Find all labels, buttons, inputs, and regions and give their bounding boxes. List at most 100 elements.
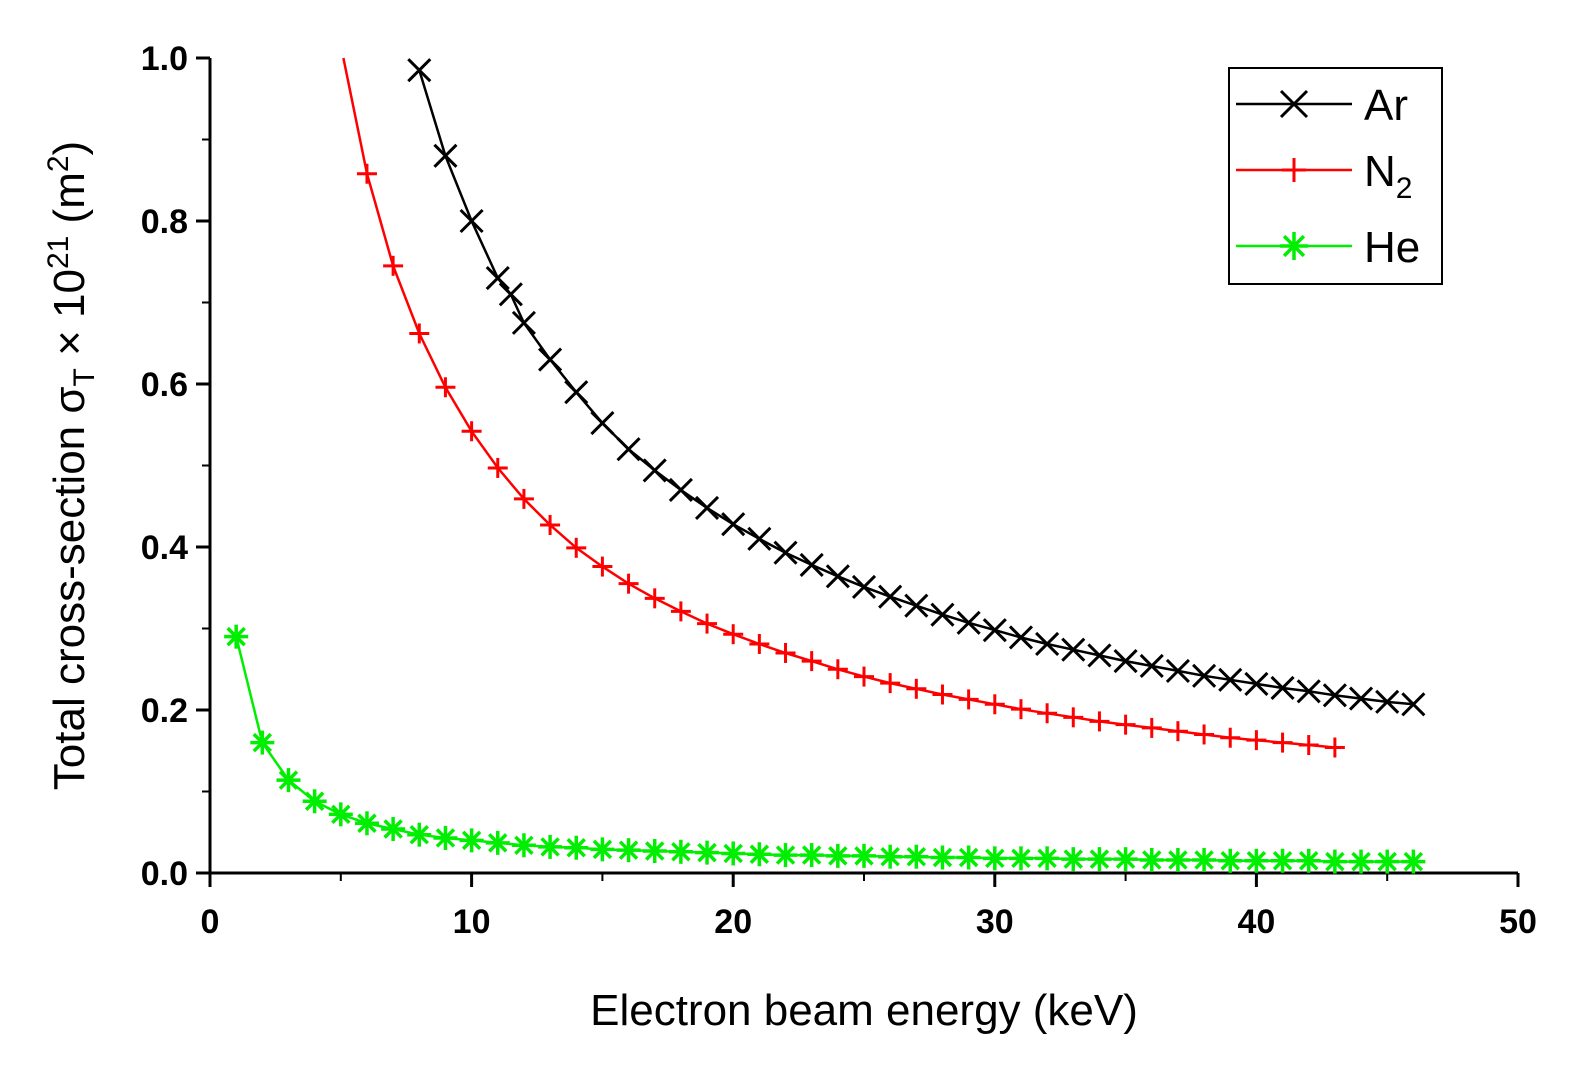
y-tick-label: 0.6 [141, 366, 188, 404]
data-point-ar [1165, 658, 1190, 683]
data-point-n [1115, 714, 1136, 735]
data-point-he [982, 846, 1007, 871]
data-point-he [616, 838, 641, 863]
y-tick-label: 0.2 [141, 692, 188, 730]
data-point-ar [904, 593, 929, 618]
series-he [224, 624, 1426, 874]
data-point-n [827, 659, 848, 680]
data-point-n [644, 588, 665, 609]
data-point-n [1246, 730, 1267, 751]
data-point-he [1008, 846, 1033, 871]
data-point-he [1349, 849, 1374, 874]
data-point-n [775, 642, 796, 663]
data-point-n [1063, 707, 1084, 728]
data-point-he [1375, 849, 1400, 874]
data-point-he [1087, 847, 1112, 872]
legend-label-he: He [1364, 223, 1420, 272]
data-point-he [485, 830, 510, 855]
data-point-n [932, 684, 953, 705]
legend-item-he: He [1236, 223, 1420, 272]
x-tick-label: 10 [453, 903, 491, 941]
data-point-he [799, 843, 824, 868]
data-point-ar [498, 282, 523, 307]
legend-label-n: N2 [1364, 147, 1412, 205]
data-point-n [749, 633, 770, 654]
data-point-ar [1348, 686, 1374, 711]
data-point-ar [538, 347, 563, 372]
data-point-n [1298, 735, 1319, 756]
legend-marker-ar [1279, 89, 1309, 119]
x-tick-label: 30 [976, 903, 1014, 941]
data-point-he [1218, 848, 1243, 873]
data-point-he [590, 837, 615, 862]
data-point-n [1010, 699, 1031, 720]
data-point-n [1272, 732, 1293, 753]
data-point-n [1324, 737, 1345, 758]
y-title-mid: × 10 [45, 269, 94, 368]
y-title-sub: T [68, 368, 101, 386]
data-point-he [695, 840, 720, 865]
data-point-ar [1061, 637, 1086, 662]
data-point-he [564, 835, 589, 860]
y-tick-label: 0.8 [141, 203, 188, 241]
data-point-he [433, 825, 458, 850]
data-point-ar [1113, 649, 1138, 674]
data-point-ar [1401, 692, 1426, 717]
data-point-ar [694, 495, 720, 520]
data-point-n [697, 613, 718, 634]
data-point-ar [1139, 653, 1164, 679]
series-layer [224, 57, 1426, 874]
data-point-he [1165, 847, 1190, 872]
data-point-ar [459, 208, 484, 234]
data-point-ar [799, 552, 824, 577]
y-title-unit-close: ) [45, 141, 94, 156]
y-title-sup2: 2 [42, 155, 75, 172]
data-point-ar [1218, 667, 1243, 692]
data-point-n [801, 651, 822, 672]
data-point-ar [433, 143, 458, 168]
data-point-ar [590, 411, 615, 436]
data-point-ar [1192, 663, 1217, 688]
data-point-n [383, 255, 404, 276]
y-tick-label: 0.0 [141, 855, 188, 893]
data-point-he [852, 843, 876, 868]
data-point-ar [851, 574, 877, 599]
data-point-ar [878, 584, 903, 609]
data-point-ar [511, 310, 536, 335]
data-point-he [878, 844, 903, 869]
data-point-he [956, 845, 981, 870]
x-tick-label: 0 [201, 903, 220, 941]
data-point-ar [1035, 631, 1060, 657]
legend: Ar N2 He [1228, 67, 1443, 285]
legend-label-sub: 2 [1396, 172, 1413, 205]
data-point-he [276, 768, 301, 793]
legend-label-ar: Ar [1364, 81, 1408, 130]
y-title-sup1: 21 [42, 236, 75, 269]
data-point-ar [721, 512, 746, 537]
data-point-ar [1008, 625, 1034, 650]
axes: 0 10 20 30 40 50 0.0 0.2 0.4 0.6 0.8 1.0 [141, 40, 1537, 941]
data-point-n [461, 421, 482, 442]
data-point-n [1089, 711, 1110, 732]
series-n [342, 57, 1345, 758]
data-point-n [723, 624, 744, 645]
legend-label-text: He [1364, 223, 1420, 272]
x-axis-title: Electron beam energy (keV) [590, 986, 1138, 1035]
data-point-ar [747, 526, 772, 551]
data-point-ar [1244, 671, 1269, 696]
data-point-he [1322, 849, 1347, 874]
data-point-ar [1322, 683, 1347, 708]
data-point-he [511, 833, 536, 858]
data-point-he [1035, 846, 1060, 871]
y-tick-label: 0.4 [141, 529, 188, 567]
data-point-ar [1375, 689, 1400, 714]
data-point-n [854, 666, 874, 687]
data-point-he [1192, 847, 1217, 872]
data-point-he [328, 802, 353, 827]
data-point-ar [1296, 679, 1321, 704]
data-point-ar [407, 58, 432, 83]
data-point-he [250, 730, 275, 755]
legend-item-n: N2 [1236, 147, 1412, 205]
data-point-ar [982, 618, 1007, 643]
